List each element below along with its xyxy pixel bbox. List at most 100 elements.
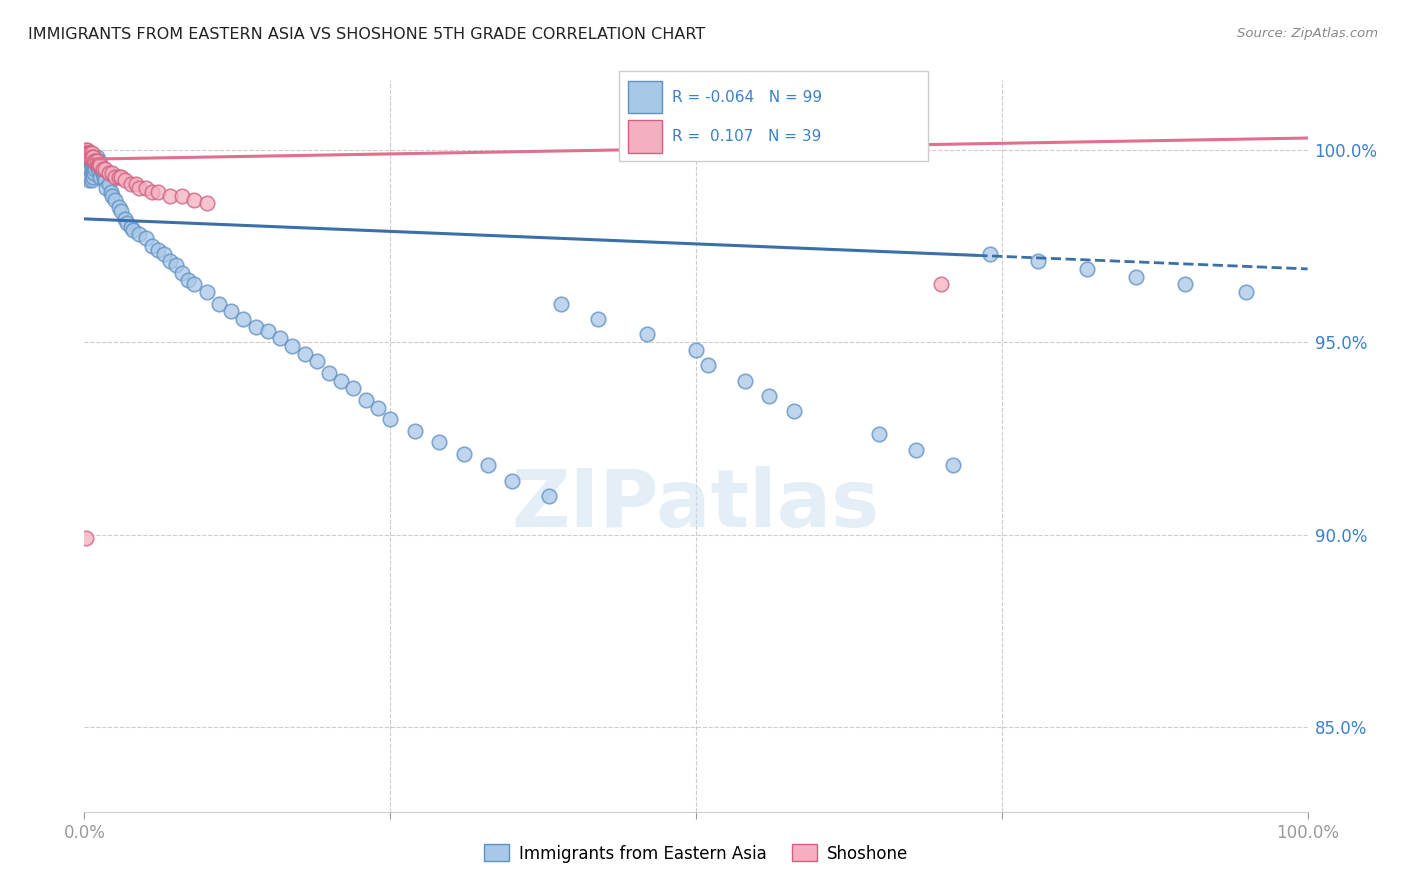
Point (146, 243, 169, 257)
Point (110, 169, 132, 184)
Point (636, 327, 658, 342)
Text: ZIPatlas: ZIPatlas (512, 466, 880, 543)
Point (404, 424, 426, 438)
Point (77, 150, 100, 164)
Point (195, 196, 218, 211)
Point (135, 231, 157, 245)
Point (97, 166, 120, 180)
Point (79, 169, 101, 184)
Point (153, 246, 176, 260)
Point (86, 154, 108, 169)
Point (91, 161, 114, 176)
Point (783, 404, 806, 418)
Point (101, 166, 124, 180)
Point (84, 154, 107, 169)
Point (77, 166, 100, 180)
Point (115, 216, 138, 230)
Point (869, 427, 891, 442)
Point (427, 435, 450, 450)
Point (159, 188, 181, 202)
Point (114, 211, 136, 226)
Point (110, 204, 132, 219)
Point (75, 150, 97, 164)
Point (586, 312, 609, 326)
Point (80, 150, 103, 164)
Point (367, 401, 389, 415)
Point (269, 331, 291, 345)
Point (1125, 269, 1147, 284)
Point (177, 273, 200, 287)
Point (89, 158, 111, 172)
Text: R = -0.064   N = 99: R = -0.064 N = 99 (672, 90, 823, 104)
Point (77, 146, 100, 161)
Point (79, 150, 101, 164)
Point (77, 169, 100, 184)
Point (453, 447, 475, 461)
Point (79, 146, 101, 161)
Point (80, 150, 103, 164)
Point (538, 489, 561, 503)
Point (1174, 277, 1197, 292)
Point (305, 354, 328, 368)
Point (83, 150, 105, 164)
Point (135, 181, 157, 195)
Point (929, 277, 952, 292)
Point (94, 173, 117, 187)
Point (77, 150, 100, 164)
Point (122, 223, 145, 237)
Point (77, 173, 100, 187)
Point (89, 158, 111, 172)
Point (84, 161, 107, 176)
Point (84, 154, 107, 169)
Y-axis label: 5th Grade: 5th Grade (0, 408, 7, 484)
Point (183, 193, 205, 207)
Point (77, 146, 100, 161)
Point (1028, 254, 1050, 268)
Point (141, 185, 163, 199)
Point (128, 227, 150, 242)
Point (107, 169, 129, 184)
Point (905, 442, 928, 457)
Point (82, 169, 104, 184)
Point (734, 374, 756, 388)
Point (77, 161, 100, 176)
Point (107, 200, 129, 214)
Point (83, 154, 105, 169)
Point (172, 266, 194, 280)
Point (86, 150, 108, 164)
Point (195, 285, 218, 299)
Point (97, 178, 120, 192)
Point (114, 173, 136, 187)
Point (79, 154, 101, 169)
Point (550, 296, 572, 310)
Point (104, 169, 127, 184)
Point (77, 150, 100, 164)
Point (477, 458, 499, 473)
Point (219, 304, 242, 318)
Point (104, 193, 127, 207)
Point (120, 219, 142, 234)
Point (89, 169, 111, 184)
Point (80, 146, 103, 161)
Point (1076, 261, 1098, 276)
Point (257, 324, 280, 338)
Point (942, 458, 965, 473)
Point (125, 178, 148, 192)
Text: R =  0.107   N = 39: R = 0.107 N = 39 (672, 129, 821, 144)
Point (685, 343, 707, 357)
Point (77, 154, 100, 169)
Point (87, 158, 110, 172)
Point (75, 146, 97, 161)
Point (86, 158, 108, 172)
Point (77, 146, 100, 161)
Legend: Immigrants from Eastern Asia, Shoshone: Immigrants from Eastern Asia, Shoshone (477, 838, 915, 869)
Point (83, 158, 105, 172)
Point (82, 161, 104, 176)
Point (76, 154, 98, 169)
Point (79, 146, 101, 161)
Point (172, 188, 194, 202)
Point (141, 239, 163, 253)
Point (159, 254, 181, 268)
Point (96, 181, 118, 195)
Point (87, 154, 110, 169)
